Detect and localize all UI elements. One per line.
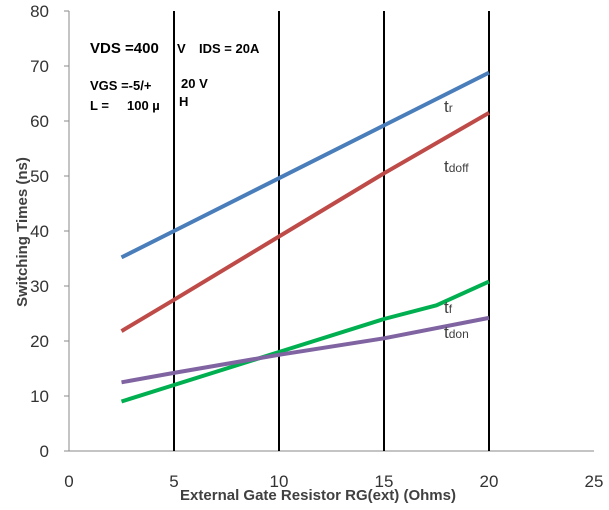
y-tick-label: 80 (30, 2, 49, 21)
y-tick-label: 70 (30, 57, 49, 76)
x-tick-label: 0 (64, 472, 73, 491)
series-line-tr (120, 70, 490, 260)
x-axis-title: External Gate Resistor RG(ext) (Ohms) (180, 487, 456, 504)
condition-l-value: 100 µ (127, 98, 160, 113)
test-conditions: VDS =400 V IDS = 20A VGS =-5/+ 20 V L = … (90, 40, 260, 113)
x-tick-label: 10 (270, 472, 289, 491)
series-label-tf: tf (444, 298, 453, 317)
series-line-tf (120, 279, 490, 404)
y-tick-label: 30 (30, 277, 49, 296)
condition-vds: VDS =400 (90, 40, 159, 57)
x-tick-label: 15 (375, 472, 394, 491)
y-axis-title: Switching Times (ns) (14, 157, 31, 307)
series-label-tdoff: tdoff (444, 157, 469, 176)
series-labels: tr tdoff tf tdon (444, 97, 469, 342)
condition-vds-unit: V (177, 41, 186, 56)
condition-vgs: VGS =-5/+ (90, 78, 152, 93)
series-label-tdon: tdon (444, 323, 469, 342)
condition-ids: IDS = 20A (199, 41, 260, 56)
y-tick-label: 20 (30, 332, 49, 351)
series-line-tdon (121, 315, 490, 385)
y-tick-labels: 0 10 20 30 40 50 60 70 80 (30, 2, 69, 461)
y-tick-label: 60 (30, 112, 49, 131)
y-tick-label: 40 (30, 222, 49, 241)
series-label-tr: tr (444, 97, 453, 116)
series-line-tdoff (120, 111, 490, 333)
condition-l-unit: H (179, 94, 188, 109)
condition-vgs-value: 20 V (181, 76, 208, 91)
x-tick-label: 20 (480, 472, 499, 491)
series-lines (120, 70, 490, 404)
y-tick-label: 50 (30, 167, 49, 186)
plot-area (68, 11, 594, 452)
condition-l: L = (90, 98, 109, 113)
y-tick-label: 10 (30, 387, 49, 406)
x-tick-label: 25 (585, 472, 604, 491)
y-tick-label: 0 (40, 442, 49, 461)
x-tick-label: 5 (169, 472, 178, 491)
x-tick-labels: 0 5 10 15 20 25 (64, 472, 603, 491)
grid-lines (173, 11, 490, 451)
